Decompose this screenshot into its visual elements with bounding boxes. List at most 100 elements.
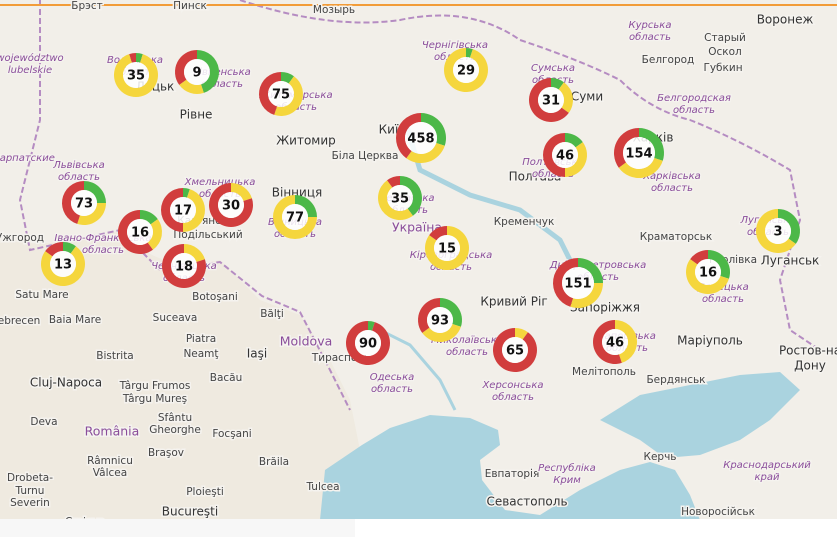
cluster-center: [502, 337, 528, 363]
cluster-center: [405, 122, 437, 154]
city-label: Braşov: [148, 447, 184, 459]
cluster-segment: [558, 82, 573, 113]
city-label: Белгород: [642, 54, 695, 66]
cluster[interactable]: 93: [417, 298, 463, 343]
cluster-segment: [231, 183, 252, 201]
region-label: область: [58, 171, 100, 183]
cluster[interactable]: 458: [396, 113, 446, 163]
city-label: Брэст: [71, 0, 103, 12]
cluster[interactable]: 35: [113, 53, 158, 97]
cluster[interactable]: 75: [259, 72, 303, 116]
cluster-segment: [161, 188, 183, 232]
cluster-count: 15: [438, 242, 456, 257]
cluster[interactable]: 15: [425, 226, 469, 271]
city-label: Житомир: [276, 134, 336, 148]
cluster-count: 35: [127, 69, 145, 84]
cluster[interactable]: 46: [543, 133, 587, 177]
cluster-center: [427, 307, 453, 333]
region-label: Харківська: [642, 170, 701, 182]
city-label: Воронеж: [757, 13, 814, 27]
city-label: Piatra: [186, 333, 216, 345]
region-label: Львівська: [52, 159, 105, 171]
cluster-segment: [274, 76, 303, 116]
cluster-center: [453, 57, 479, 83]
cluster-segment: [63, 242, 76, 254]
cluster-count: 9: [192, 66, 201, 81]
region-label: область: [446, 346, 488, 358]
cluster-segment: [161, 244, 207, 288]
city-label: Botoşani: [192, 291, 238, 303]
cluster-center: [71, 190, 97, 216]
cluster-segment: [466, 48, 473, 58]
city-label: Severin: [10, 497, 50, 509]
cluster[interactable]: 30: [209, 183, 254, 227]
cluster-segment: [417, 298, 440, 333]
city-label: Iaşi: [247, 347, 267, 361]
cluster[interactable]: 73: [62, 181, 106, 225]
region-label: область: [492, 391, 534, 403]
city-label: Полтава: [509, 170, 562, 184]
cluster-segment: [179, 79, 204, 94]
city-label: Deva: [30, 416, 57, 428]
city-label: Satu Mare: [15, 289, 68, 301]
city-label: Дону: [794, 359, 826, 373]
country-label: Україна: [392, 220, 442, 235]
city-label: Râmnicu: [87, 455, 133, 467]
city-label: Евпаторія: [485, 468, 540, 480]
city-label: Sfântu: [158, 412, 192, 424]
cluster[interactable]: 17: [161, 188, 206, 232]
city-label: Біла Церква: [332, 150, 399, 162]
cluster-segment: [578, 258, 603, 283]
cluster-count: 75: [272, 88, 290, 103]
cluster-count: 17: [174, 204, 192, 219]
cluster-segment: [183, 189, 206, 232]
city-label: Керчь: [644, 451, 677, 463]
city-label: Baia Mare: [49, 314, 101, 326]
cluster-segment: [183, 188, 190, 198]
region-label: область: [651, 182, 693, 194]
cluster-count: 16: [131, 226, 149, 241]
cluster[interactable]: 151: [553, 258, 603, 308]
cluster-center: [123, 62, 149, 88]
cluster[interactable]: 31: [529, 78, 573, 123]
city-label: Мелітополь: [572, 366, 636, 378]
cluster-segment: [614, 128, 639, 168]
cluster-count: 46: [606, 336, 624, 351]
region-label: Краснодарський: [723, 460, 811, 471]
cluster[interactable]: 3: [756, 209, 801, 254]
cluster[interactable]: 35: [378, 176, 422, 220]
cluster[interactable]: 9: [175, 50, 220, 94]
region-label: Белгородская: [657, 93, 731, 104]
city-label: Кременчук: [494, 216, 555, 228]
city-label: Мозырь: [313, 4, 355, 16]
cluster[interactable]: 13: [41, 242, 85, 287]
cluster[interactable]: 46: [593, 320, 637, 364]
cluster-segment: [41, 246, 85, 287]
cluster-center: [50, 251, 76, 277]
cluster-count: 30: [222, 199, 240, 214]
cluster-segment: [639, 128, 664, 161]
cluster[interactable]: 18: [161, 244, 207, 288]
region-label: Крим: [553, 475, 581, 486]
border: [18, 0, 821, 411]
cluster-count: 73: [75, 197, 93, 212]
cluster[interactable]: 29: [444, 48, 488, 93]
cluster[interactable]: 16: [685, 250, 730, 295]
cluster[interactable]: 16: [118, 210, 163, 254]
cluster-segment: [685, 259, 729, 295]
cluster-segment: [368, 321, 375, 331]
cluster-segment: [118, 210, 153, 254]
region-label: lubelskie: [8, 65, 52, 76]
cluster-segment: [147, 219, 163, 250]
cluster[interactable]: 77: [273, 195, 317, 239]
city-label: Бердянськ: [646, 374, 705, 386]
cluster[interactable]: 90: [346, 321, 391, 365]
cluster-center: [434, 235, 460, 261]
cluster-center: [218, 192, 244, 218]
cluster-segment: [295, 195, 317, 217]
city-label: Пинск: [173, 0, 207, 12]
cluster[interactable]: 65: [492, 328, 537, 372]
footer-panel: [0, 519, 355, 537]
cluster[interactable]: 154: [614, 128, 664, 178]
